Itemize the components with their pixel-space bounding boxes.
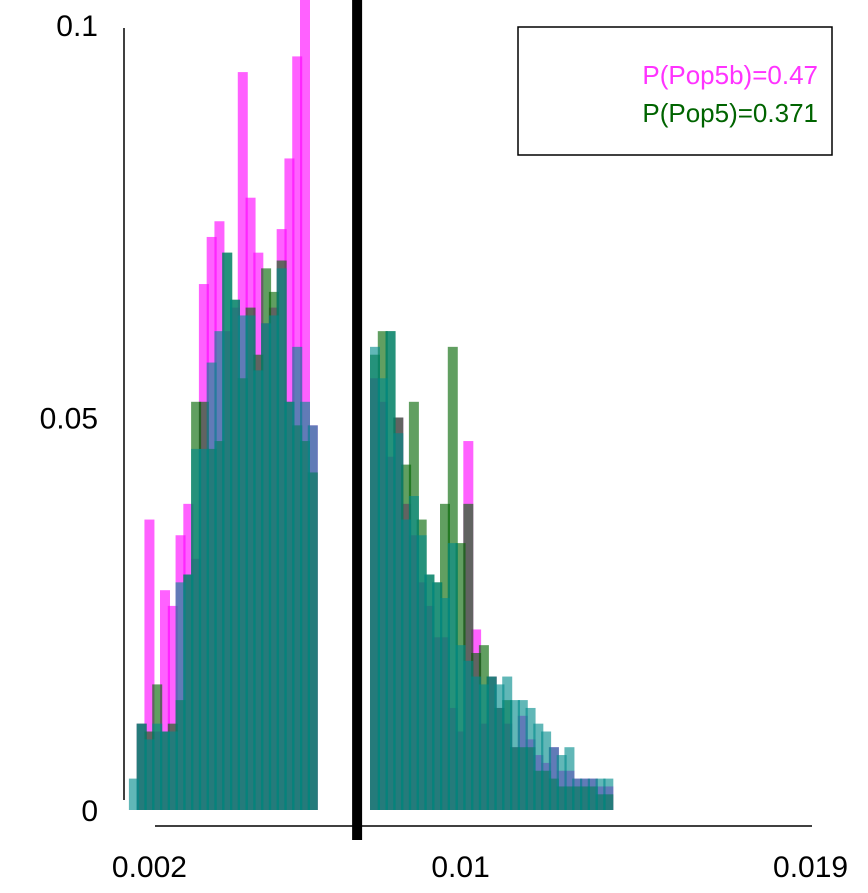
legend-entry-pop5b: P(Pop5b)=0.47 [642,60,818,90]
bar-pop5-overlap [603,778,614,810]
bar-pop5 [463,503,474,810]
bar-pop5-overlap [175,582,186,810]
bar-pop5-overlap [245,315,256,810]
bar-pop5-overlap [183,574,194,810]
bar-pop5-overlap [556,755,567,810]
bar-pop5-overlap [300,401,310,810]
bar-pop5-overlap [284,401,295,810]
bar-pop5-overlap [276,268,287,811]
x-tick-label: 0.019 [773,851,848,884]
bar-pop5-overlap [393,433,404,810]
bar-pop5-overlap [510,700,520,810]
bar-pop5-overlap [587,778,598,810]
bar-pop5-overlap [222,252,233,810]
bar-pop5-overlap [440,598,450,810]
bar-pop5-overlap [432,582,443,810]
bar-pop5-overlap [494,684,505,810]
bar-pop5-overlap [377,378,388,810]
bar-pop5-overlap [564,747,575,810]
bar-pop5-overlap [307,425,318,810]
bar-pop5-overlap [533,723,544,810]
bar-pop5-overlap [152,723,163,810]
bar-pop5-overlap [580,778,590,810]
bar-pop5-overlap [416,535,427,810]
bar-pop5-overlap [160,731,170,810]
legend-box [517,26,833,156]
bar-pop5-overlap [401,519,412,810]
x-tick-labels: 0.002 0.01 0.019 [112,851,848,884]
bar-pop5-overlap [463,660,474,810]
y-tick-label: 0.1 [56,10,98,43]
bar-pop5-overlap [517,700,528,810]
bar-pop5-overlap [455,645,466,810]
bar-pop5-overlap [144,739,155,810]
bar-pop5-overlap [471,676,482,810]
bar-pop5-overlap [167,731,178,810]
bars-group [128,0,614,811]
bar-pop5-overlap [548,747,559,810]
bar-pop5-overlap [595,778,606,810]
y-tick-label: 0 [81,795,98,828]
bar-pop5-overlap [253,370,264,810]
bar-pop5-overlap [478,684,489,810]
bar-pop5-overlap [572,778,583,810]
x-tick-label: 0.01 [431,851,489,884]
bar-pop5-overlap [206,362,217,810]
bar-pop5-overlap [502,676,513,810]
y-tick-labels: 0 0.05 0.1 [40,10,98,828]
bar-pop5-overlap [408,496,419,810]
bar-pop5-overlap [385,331,396,810]
legend: P(Pop5b)=0.47 P(Pop5)=0.371 [517,26,833,156]
bar-pop5-overlap [424,574,435,810]
bar-pop5-overlap [214,331,225,810]
bar-pop5-overlap [198,448,209,810]
bar-pop5-overlap [292,346,303,810]
bar-pop5-overlap [370,346,380,810]
bar-pop5-overlap [261,323,272,810]
x-tick-label: 0.002 [112,851,187,884]
bar-pop5-overlap [486,676,497,810]
bar-pop5-overlap [268,315,279,810]
bar-pop5-overlap [447,543,458,810]
bar-pop5-overlap [136,723,147,810]
bar-pop5-overlap [191,448,202,810]
bar-pop5-overlap [237,315,248,810]
bar-pop5b [167,605,178,810]
bar-pop5b [144,519,155,810]
bar-pop5-overlap [128,778,139,810]
bar-pop5-overlap [525,707,536,810]
bar-pop5-overlap [541,731,552,810]
bar-pop5b [160,590,170,810]
bar-pop5-overlap [230,299,240,810]
legend-entry-pop5: P(Pop5)=0.371 [642,98,818,128]
y-tick-label: 0.05 [40,403,98,436]
